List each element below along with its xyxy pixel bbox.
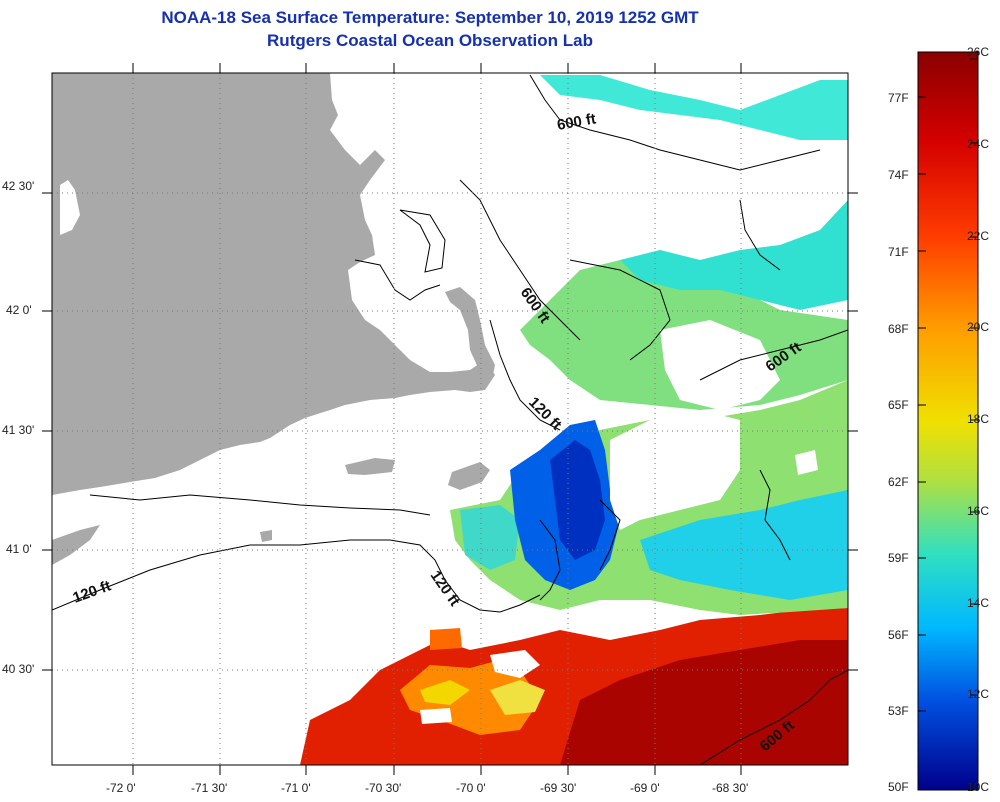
lon-label-71-0: -71 0' (281, 781, 311, 795)
land-long-island-east (52, 525, 100, 565)
cloud-gap-south (490, 650, 540, 678)
cloud-gap-sw (420, 708, 452, 724)
lon-label-70-30: -70 30' (365, 781, 402, 795)
map-title: NOAA-18 Sea Surface Temperature: Septemb… (161, 8, 699, 27)
colorbar-c-10: 10C (967, 780, 990, 794)
colorbar-f-74: 74F (888, 168, 909, 182)
lon-label-70-0: -70 0' (456, 781, 486, 795)
lat-label-40-30: 40 30' (2, 662, 35, 676)
colorbar-f-53: 53F (888, 704, 909, 718)
colorbar-c-18: 18C (967, 412, 990, 426)
lat-label-42-30: 42 30' (2, 179, 35, 193)
sst-orange-patch (430, 628, 462, 650)
lat-label-42-0: 42 0' (6, 303, 32, 317)
contour-label-600ft-north: 600 ft (556, 110, 598, 134)
colorbar-f-50: 50F (888, 780, 909, 794)
colorbar (917, 51, 979, 791)
land-nantucket (448, 462, 490, 490)
land-cape-cod (445, 287, 495, 380)
colorbar-ticks (918, 58, 978, 712)
sst-cold-core (550, 440, 605, 560)
lon-label-72-0: -72 0' (106, 781, 136, 795)
colorbar-f-59: 59F (888, 551, 909, 565)
lon-label-71-30: -71 30' (191, 781, 228, 795)
colorbar-f-56: 56F (888, 628, 909, 642)
colorbar-f-65: 65F (888, 398, 909, 412)
colorbar-c-16: 16C (967, 504, 990, 518)
graticule (52, 73, 848, 765)
lat-label-41-30: 41 30' (2, 423, 35, 437)
axis-ticks (42, 63, 858, 775)
sst-hot-core (560, 640, 848, 765)
colorbar-f-77: 77F (888, 91, 909, 105)
cloud-gap-center (610, 410, 740, 530)
sst-yellow-patch (420, 680, 470, 705)
colorbar-c-12: 12C (967, 687, 990, 701)
sst-yellow-patch-2 (490, 680, 545, 715)
cloud-on-land (60, 180, 80, 235)
colorbar-f-62: 62F (888, 475, 909, 489)
depth-contours (52, 74, 848, 765)
colorbar-f-68: 68F (888, 322, 909, 336)
lat-label-41-0: 41 0' (6, 542, 32, 556)
colorbar-c-24: 24C (967, 137, 990, 151)
sst-cyan-mid (460, 505, 520, 570)
lon-label-69-30: -69 30' (540, 781, 577, 795)
colorbar-c-20: 20C (967, 320, 990, 334)
land-martha-vineyard (345, 458, 395, 475)
sst-cyan-east (640, 490, 848, 600)
sst-cyan-north (620, 200, 848, 310)
lon-label-69-0: -69 0' (630, 781, 660, 795)
map-subtitle: Rutgers Coastal Ocean Observation Lab (267, 31, 593, 50)
colorbar-c-22: 22C (967, 229, 990, 243)
land-block-island (260, 530, 272, 542)
cloud-gap-patch (795, 450, 818, 475)
land-new-england (52, 73, 495, 495)
cloud-gap-east (660, 320, 780, 410)
colorbar-c-14: 14C (967, 596, 990, 610)
colorbar-c-26: 26C (967, 45, 990, 59)
sst-cyan-top (540, 75, 848, 140)
colorbar-f-71: 71F (888, 245, 909, 259)
map-frame (51, 72, 849, 766)
lon-label-68-30: -68 30' (712, 781, 749, 795)
